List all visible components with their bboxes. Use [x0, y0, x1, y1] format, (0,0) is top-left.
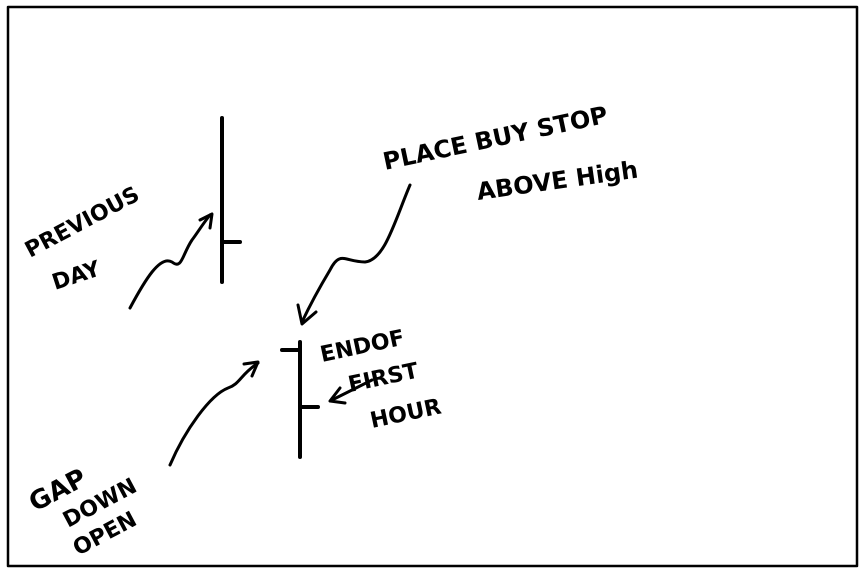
label-first-hour: FIRST: [346, 359, 421, 398]
arrow-head: [242, 360, 260, 378]
arrow-gap-down: [168, 361, 260, 467]
label-line: DAY: [49, 256, 104, 295]
frame: [6, 5, 859, 568]
previous-day-bar: [220, 116, 242, 284]
arrow-previous-day: [128, 213, 212, 310]
first-hour-bar: [280, 340, 320, 459]
arrows: [128, 183, 412, 467]
label-first-hour: ENDOF: [318, 326, 407, 368]
arrow-head: [296, 303, 318, 326]
label-line: ENDOF: [318, 326, 407, 368]
label-line: ABOVE High: [475, 156, 640, 206]
label-buy-stop: ABOVE High: [475, 156, 640, 206]
label-previous-day: PREVIOUS: [21, 182, 144, 263]
label-first-hour: HOUR: [368, 394, 444, 433]
label-line: FIRST: [346, 359, 421, 398]
arrow-head: [328, 386, 347, 405]
label-line: PREVIOUS: [21, 182, 144, 263]
arrow-head: [198, 212, 214, 230]
arrow-buy-stop: [300, 183, 412, 324]
label-previous-day: DAY: [49, 256, 104, 295]
arrow-first-hour: [330, 378, 374, 402]
label-line: HOUR: [368, 394, 444, 433]
